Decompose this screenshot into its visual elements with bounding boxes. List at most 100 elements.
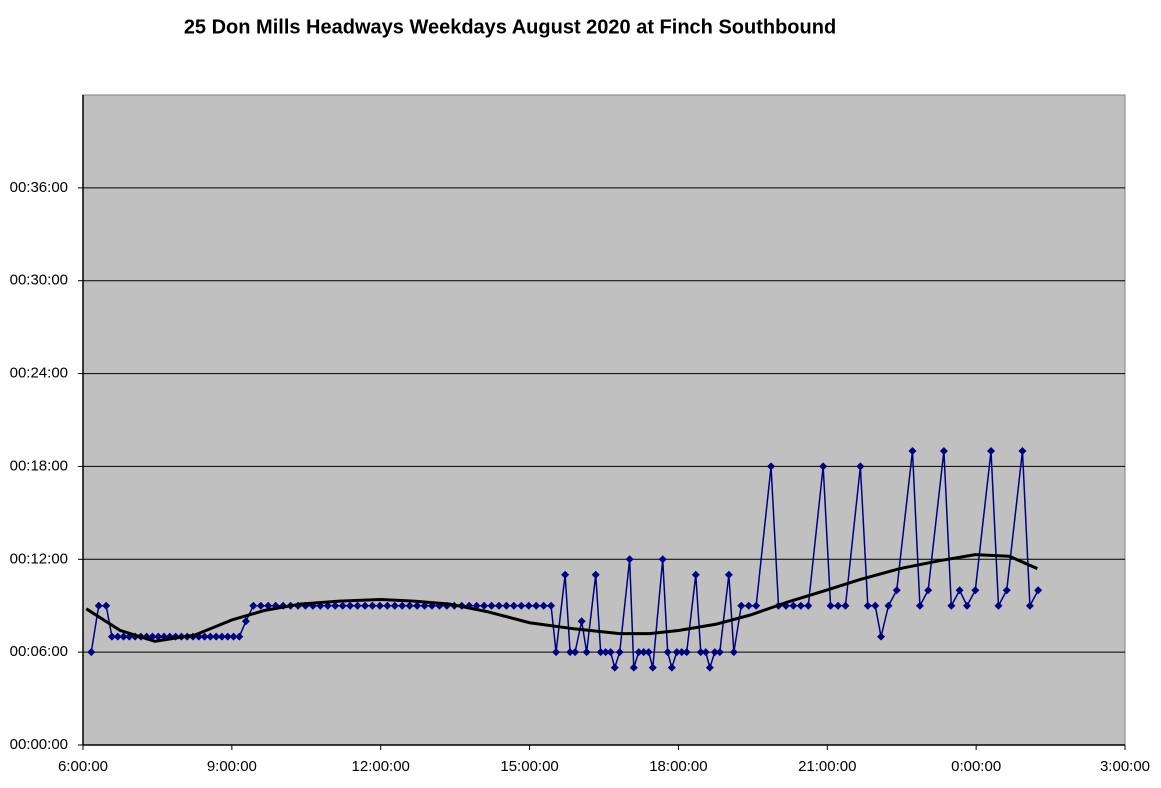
data-point <box>361 601 370 610</box>
data-point <box>591 570 600 579</box>
data-point <box>405 601 414 610</box>
data-point <box>629 663 638 672</box>
data-point <box>971 586 980 595</box>
x-tick-label: 9:00:00 <box>207 758 257 775</box>
x-tick-label: 15:00:00 <box>500 758 558 775</box>
data-point <box>691 570 700 579</box>
x-tick-label: 21:00:00 <box>798 758 856 775</box>
data-point <box>368 601 377 610</box>
data-point <box>582 648 591 657</box>
y-tick-label: 00:30:00 <box>10 272 68 289</box>
data-point <box>672 648 681 657</box>
data-point <box>346 601 355 610</box>
data-point <box>1034 586 1043 595</box>
data-point <box>480 601 489 610</box>
data-point <box>947 601 956 610</box>
data-point <box>517 601 526 610</box>
data-point <box>639 648 648 657</box>
data-point <box>94 601 103 610</box>
data-point <box>924 586 933 595</box>
x-tick-label: 3:00:00 <box>1100 758 1150 775</box>
data-point <box>744 601 753 610</box>
data-point <box>658 555 667 564</box>
data-point <box>338 601 347 610</box>
data-point <box>667 663 676 672</box>
data-point <box>939 446 948 455</box>
data-point <box>375 601 384 610</box>
data-point <box>724 570 733 579</box>
data-point <box>154 632 163 641</box>
data-point <box>987 446 996 455</box>
data-point <box>715 648 724 657</box>
data-point <box>884 601 893 610</box>
data-point <box>834 601 843 610</box>
data-point <box>539 601 548 610</box>
data-point <box>494 601 503 610</box>
data-point <box>644 648 653 657</box>
data-point <box>547 601 556 610</box>
x-tick-label: 18:00:00 <box>649 758 707 775</box>
data-point <box>871 601 880 610</box>
data-point <box>577 617 586 626</box>
x-tick-label: 12:00:00 <box>352 758 410 775</box>
data-point <box>752 601 761 610</box>
data-point <box>1018 446 1027 455</box>
data-point <box>826 601 835 610</box>
y-tick-label: 00:12:00 <box>10 550 68 567</box>
x-tick-label: 6:00:00 <box>58 758 108 775</box>
data-point <box>223 632 232 641</box>
data-point <box>487 601 496 610</box>
data-point <box>841 601 850 610</box>
data-point <box>420 601 429 610</box>
data-point <box>524 601 533 610</box>
data-point <box>610 663 619 672</box>
data-point <box>390 601 399 610</box>
data-point <box>606 648 615 657</box>
data-point <box>648 663 657 672</box>
data-point <box>398 601 407 610</box>
data-point <box>413 601 422 610</box>
y-tick-label: 00:36:00 <box>10 179 68 196</box>
y-tick-label: 00:18:00 <box>10 457 68 474</box>
data-point <box>915 601 924 610</box>
data-point <box>615 648 624 657</box>
data-point <box>892 586 901 595</box>
y-tick-label: 00:06:00 <box>10 643 68 660</box>
data-point <box>571 648 580 657</box>
data-point <box>677 648 686 657</box>
data-point <box>502 601 511 610</box>
y-tick-label: 00:24:00 <box>10 365 68 382</box>
data-point <box>113 632 122 641</box>
data-point <box>737 601 746 610</box>
data-point <box>107 632 116 641</box>
data-point <box>863 601 872 610</box>
data-point <box>819 462 828 471</box>
y-tick-label: 00:00:00 <box>10 736 68 753</box>
plot-area <box>82 94 1126 746</box>
data-point <box>877 632 886 641</box>
x-tick-label: 0:00:00 <box>951 758 1001 775</box>
data-point <box>552 648 561 657</box>
data-point <box>804 601 813 610</box>
data-point <box>601 648 610 657</box>
data-point <box>241 617 250 626</box>
data-point <box>323 601 332 610</box>
data-point <box>729 648 738 657</box>
data-point <box>1002 586 1011 595</box>
data-point <box>249 601 258 610</box>
data-point <box>710 648 719 657</box>
data-point <box>955 586 964 595</box>
data-point <box>217 632 226 641</box>
trendline <box>85 553 1038 643</box>
data-point <box>532 601 541 610</box>
data-point <box>767 462 776 471</box>
data-point <box>908 446 917 455</box>
data-point <box>963 601 972 610</box>
data-point <box>353 601 362 610</box>
data-point <box>383 601 392 610</box>
data-point <box>789 601 798 610</box>
data-point <box>264 601 273 610</box>
data-point <box>119 632 128 641</box>
data-point <box>206 632 215 641</box>
data-point <box>1025 601 1034 610</box>
